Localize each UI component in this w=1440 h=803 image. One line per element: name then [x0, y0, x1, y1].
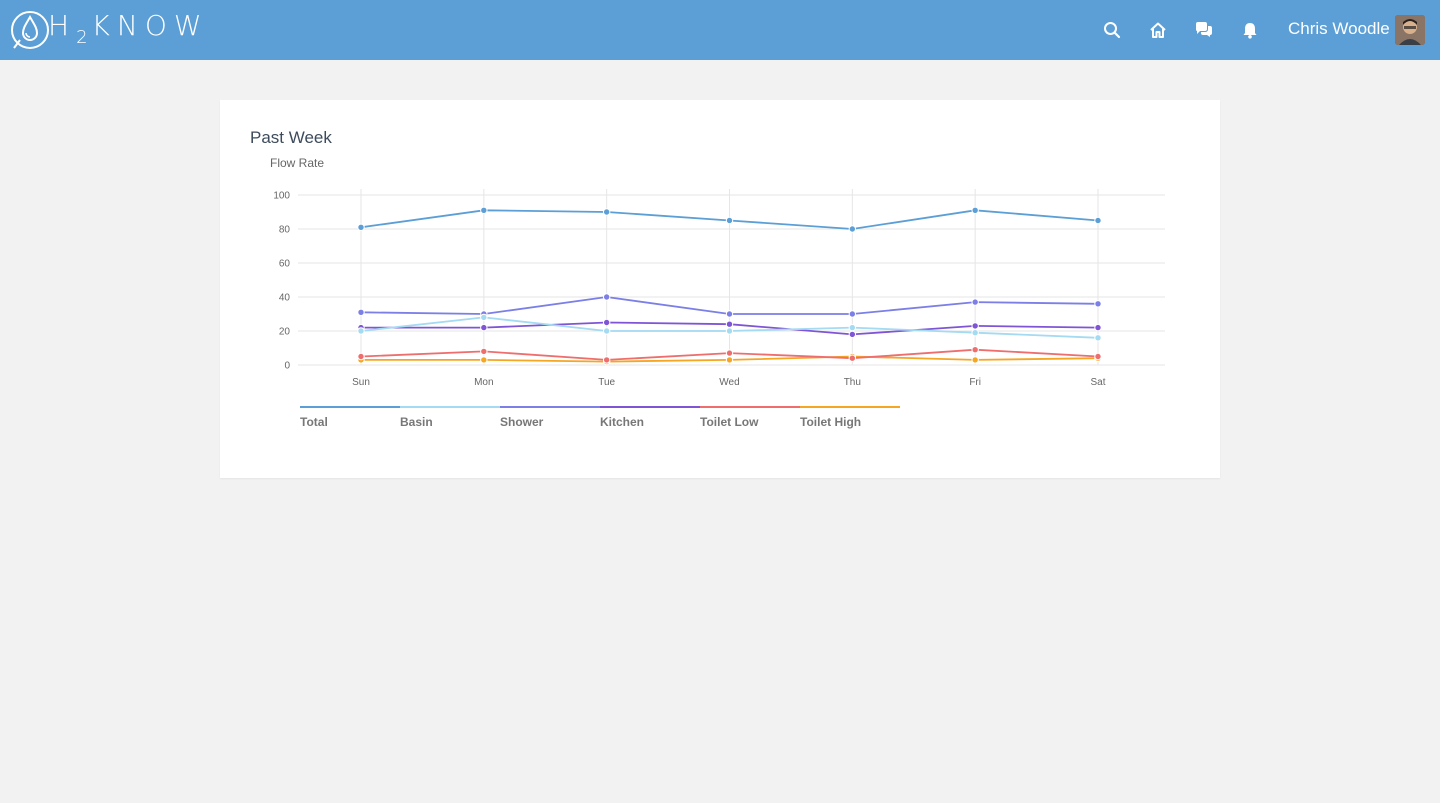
x-tick-label: Fri — [969, 377, 981, 388]
data-point-toilet-high — [725, 356, 734, 364]
data-point-toilet-low — [1094, 352, 1102, 361]
data-point-total — [971, 206, 979, 215]
avatar[interactable] — [1395, 15, 1425, 45]
y-tick-label: 100 — [273, 191, 290, 202]
y-tick-label: 60 — [279, 259, 291, 270]
legend-item-toilet-high[interactable]: Toilet High — [800, 406, 900, 429]
y-tick-label: 20 — [279, 327, 291, 338]
data-point-toilet-low — [602, 356, 611, 364]
data-point-shower — [602, 293, 611, 301]
data-point-toilet-low — [848, 354, 857, 362]
data-point-basin — [848, 323, 857, 332]
y-tick-label: 80 — [279, 225, 291, 236]
data-point-kitchen — [725, 320, 734, 328]
user-name[interactable]: Chris Woodle — [1288, 19, 1390, 38]
data-point-toilet-high — [971, 356, 979, 364]
legend-item-toilet-low[interactable]: Toilet Low — [700, 406, 800, 429]
data-point-toilet-low — [971, 346, 979, 354]
data-point-kitchen — [480, 323, 488, 332]
x-tick-label: Tue — [598, 377, 615, 388]
data-point-total — [1094, 216, 1102, 225]
y-tick-label: 0 — [284, 361, 290, 372]
logo-wordmark: H2KNOW — [48, 9, 209, 48]
data-point-basin — [480, 313, 488, 322]
data-point-kitchen — [602, 318, 611, 327]
data-point-toilet-low — [725, 349, 734, 357]
x-tick-label: Wed — [719, 377, 739, 388]
data-point-shower — [1094, 300, 1102, 308]
legend-label: Basin — [400, 415, 433, 429]
data-point-kitchen — [1094, 323, 1102, 332]
data-point-kitchen — [971, 322, 979, 330]
legend-label: Toilet High — [800, 415, 862, 429]
y-tick-label: 40 — [279, 293, 291, 304]
legend-item-shower[interactable]: Shower — [500, 406, 600, 429]
flow-rate-chart: 0 20 40 60 80 100 Sun Mon Tue Wed Thu Fri Sat — [273, 189, 1165, 388]
data-point-basin — [971, 329, 979, 337]
legend-item-basin[interactable]: Basin — [400, 406, 500, 429]
data-point-shower — [725, 310, 734, 318]
legend-item-kitchen[interactable]: Kitchen — [600, 406, 700, 429]
data-point-toilet-low — [357, 352, 365, 361]
legend-swatch — [700, 406, 800, 408]
legend-label: Kitchen — [600, 415, 645, 429]
legend-swatch — [500, 406, 600, 408]
data-point-total — [480, 206, 488, 215]
chart-title: Flow Rate — [270, 156, 325, 170]
legend-label: Toilet Low — [700, 415, 759, 429]
logo[interactable] — [8, 8, 52, 52]
data-point-kitchen — [848, 330, 857, 339]
data-point-shower — [971, 298, 979, 306]
legend-label: Shower — [500, 415, 544, 429]
top-navbar: H2KNOW Chris Woodle — [0, 0, 1440, 60]
data-point-basin — [602, 327, 611, 335]
search-icon[interactable] — [1100, 18, 1124, 42]
data-point-total — [725, 216, 734, 225]
legend-swatch — [600, 406, 700, 408]
legend-swatch — [400, 406, 500, 408]
home-icon[interactable] — [1146, 18, 1170, 42]
data-point-shower — [848, 310, 857, 318]
data-point-total — [602, 208, 611, 216]
bell-icon[interactable] — [1238, 18, 1262, 42]
data-point-toilet-high — [480, 356, 488, 364]
water-drop-logo-icon — [11, 11, 49, 49]
x-tick-label: Sat — [1090, 377, 1105, 388]
data-point-total — [357, 223, 365, 232]
data-point-basin — [1094, 334, 1102, 342]
chart-legend: Total Basin Shower Kitchen Toilet Low Toilet … — [300, 406, 900, 429]
x-tick-label: Mon — [474, 377, 493, 388]
x-tick-label: Sun — [352, 377, 370, 388]
legend-label: Total — [300, 415, 328, 429]
x-tick-label: Thu — [844, 377, 861, 388]
data-point-basin — [725, 327, 734, 335]
data-point-total — [848, 225, 857, 233]
card-title: Past Week — [250, 128, 332, 147]
legend-swatch — [800, 406, 900, 408]
legend-item-total[interactable]: Total — [300, 406, 400, 429]
chat-icon[interactable] — [1192, 18, 1216, 42]
data-point-shower — [357, 308, 365, 317]
data-point-basin — [357, 327, 365, 335]
chart-card: Past Week Flow Rate 0 20 40 60 80 100 Sun Mon Tu… — [220, 100, 1220, 478]
data-point-toilet-low — [480, 347, 488, 356]
legend-swatch — [300, 406, 400, 408]
